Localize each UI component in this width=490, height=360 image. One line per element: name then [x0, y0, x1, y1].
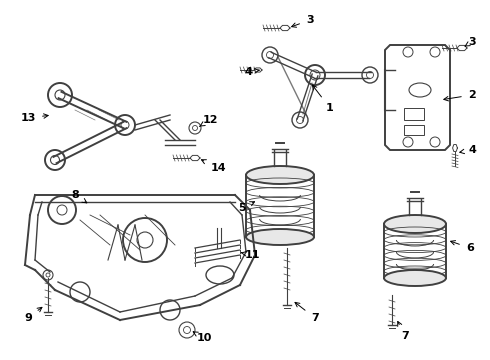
- Text: 10: 10: [193, 332, 212, 343]
- Bar: [404, 108, 424, 120]
- Ellipse shape: [246, 166, 314, 184]
- Text: 6: 6: [451, 240, 474, 253]
- Text: 8: 8: [71, 190, 87, 203]
- Ellipse shape: [384, 215, 446, 233]
- Text: 1: 1: [312, 85, 334, 113]
- Text: 11: 11: [242, 250, 260, 260]
- Text: 7: 7: [398, 321, 409, 341]
- Text: 7: 7: [295, 302, 319, 323]
- Text: 12: 12: [199, 115, 218, 126]
- Text: 3: 3: [292, 15, 314, 27]
- Text: 13: 13: [20, 113, 48, 123]
- Text: 5: 5: [238, 202, 254, 213]
- Bar: [404, 125, 424, 135]
- Text: 4: 4: [460, 145, 476, 155]
- Text: 2: 2: [444, 90, 476, 101]
- Text: 4: 4: [244, 67, 259, 77]
- Ellipse shape: [384, 270, 446, 286]
- Text: 14: 14: [201, 160, 226, 173]
- Ellipse shape: [246, 229, 314, 245]
- Text: 3: 3: [465, 37, 476, 47]
- Text: 9: 9: [24, 307, 42, 323]
